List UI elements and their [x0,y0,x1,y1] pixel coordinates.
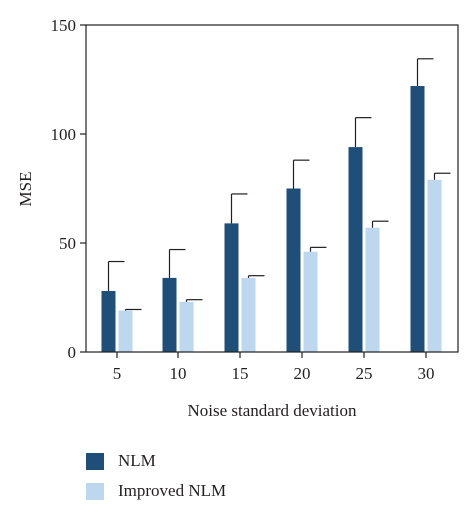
bar-nlm-10 [162,277,177,352]
y-tick-label: 0 [68,343,77,362]
x-tick-label: 25 [356,364,373,383]
legend: NLM Improved NLM [86,450,226,510]
bar-improved-nlm-30 [427,179,442,352]
y-tick-label: 150 [51,16,77,35]
plot-area [101,58,451,352]
bar-nlm-30 [410,86,425,352]
y-axis-title: MSE [16,172,35,207]
x-axis: 5 10 15 20 25 30 [113,352,435,383]
legend-item-improved-nlm: Improved NLM [86,480,226,502]
legend-item-nlm: NLM [86,450,226,472]
x-tick-label: 10 [170,364,187,383]
bar-improved-nlm-20 [303,251,318,352]
x-tick-label: 20 [294,364,311,383]
legend-swatch-improved-nlm [86,482,104,500]
legend-swatch-nlm [86,452,104,470]
bar-nlm-20 [286,188,301,352]
bar-nlm-5 [101,290,116,352]
x-axis-title: Noise standard deviation [187,401,357,420]
plot-frame [85,24,459,353]
bar-nlm-25 [348,147,363,352]
y-tick-label: 100 [51,125,77,144]
legend-label-improved-nlm: Improved NLM [118,481,227,500]
bar-chart: 0 50 100 150 5 10 15 20 25 30 MSE Noise standard… [16,16,459,420]
bar-improved-nlm-5 [118,310,133,352]
y-axis: 0 50 100 150 [51,16,86,362]
bar-nlm-15 [224,223,239,352]
bar-improved-nlm-15 [241,277,256,352]
x-tick-label: 5 [113,364,122,383]
x-tick-label: 15 [232,364,249,383]
bar-improved-nlm-25 [365,227,380,352]
x-tick-label: 30 [418,364,435,383]
legend-label-nlm: NLM [118,451,156,470]
bar-improved-nlm-10 [179,301,194,352]
y-tick-label: 50 [59,234,76,253]
